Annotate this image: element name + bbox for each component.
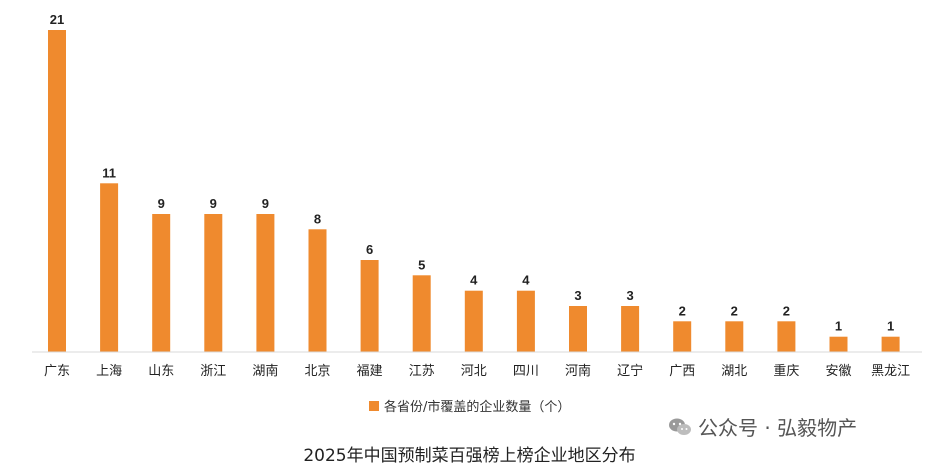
bar-辽宁 — [621, 306, 640, 352]
bar-湖北 — [725, 321, 744, 352]
value-label-黑龙江: 1 — [887, 319, 894, 334]
tick-label-浙江: 浙江 — [200, 364, 226, 379]
wechat-icon — [669, 418, 691, 435]
value-label-福建: 6 — [366, 242, 373, 257]
bars-group — [48, 30, 900, 352]
value-label-江苏: 5 — [418, 257, 425, 272]
tick-label-湖北: 湖北 — [721, 364, 747, 379]
bar-江苏 — [412, 275, 431, 352]
tick-label-广西: 广西 — [669, 364, 695, 379]
bar-山东 — [152, 214, 171, 352]
tick-label-湖南: 湖南 — [252, 363, 278, 379]
value-label-重庆: 2 — [783, 303, 790, 318]
value-label-安徽: 1 — [835, 319, 842, 334]
bar-安徽 — [829, 336, 848, 352]
tick-label-广东: 广东 — [44, 364, 70, 379]
bar-湖南 — [256, 214, 275, 352]
value-label-山东: 9 — [158, 196, 165, 211]
tick-label-安徽: 安徽 — [825, 364, 851, 379]
tick-label-重庆: 重庆 — [773, 363, 799, 379]
value-label-湖北: 2 — [731, 303, 738, 318]
bar-北京 — [308, 229, 327, 352]
value-label-河北: 4 — [470, 273, 478, 288]
tick-label-辽宁: 辽宁 — [617, 363, 643, 379]
value-label-广东: 21 — [50, 12, 64, 27]
tick-label-上海: 上海 — [96, 364, 122, 379]
tick-label-河北: 河北 — [461, 364, 487, 379]
value-label-河南: 3 — [574, 288, 581, 303]
legend-label: 各省份/市覆盖的企业数量（个） — [384, 400, 571, 415]
legend: 各省份/市覆盖的企业数量（个） — [369, 396, 570, 415]
bar-浙江 — [204, 214, 223, 352]
bar-重庆 — [777, 321, 796, 352]
bar-广东 — [48, 30, 66, 352]
value-label-湖南: 9 — [262, 196, 269, 211]
tick-label-河南: 河南 — [565, 363, 591, 379]
tick-label-北京: 北京 — [304, 364, 330, 379]
tick-label-福建: 福建 — [357, 364, 383, 379]
bar-河南 — [569, 306, 587, 352]
tick-label-江苏: 江苏 — [409, 363, 435, 379]
bar-福建 — [360, 260, 379, 352]
chart-title: 2025年中国预制菜百强榜上榜企业地区分布 — [303, 446, 636, 466]
bar-黑龙江 — [881, 336, 900, 352]
bar-四川 — [516, 290, 535, 352]
value-label-辽宁: 3 — [626, 288, 633, 303]
value-label-四川: 4 — [522, 273, 530, 288]
bar-广西 — [673, 321, 692, 352]
value-label-上海: 11 — [102, 165, 116, 180]
x-tick-labels-group: 广东 上海 山东 浙江 湖南 北京 福建 江苏 河北 四川 河南 辽宁 广西 湖北 重庆 安徽 黑龙江 — [44, 363, 910, 379]
legend-swatch — [369, 400, 379, 411]
tick-label-山东: 山东 — [148, 364, 174, 379]
value-label-北京: 8 — [314, 211, 321, 226]
watermark: 公众号 · 弘毅物产 — [668, 412, 857, 441]
value-label-浙江: 9 — [210, 196, 217, 211]
bar-上海 — [100, 183, 119, 352]
value-label-广西: 2 — [679, 303, 686, 318]
watermark-text: 公众号 · 弘毅物产 — [698, 416, 858, 440]
tick-label-黑龙江: 黑龙江 — [871, 364, 910, 379]
tick-label-四川: 四川 — [513, 364, 539, 379]
bar-河北 — [464, 290, 483, 352]
